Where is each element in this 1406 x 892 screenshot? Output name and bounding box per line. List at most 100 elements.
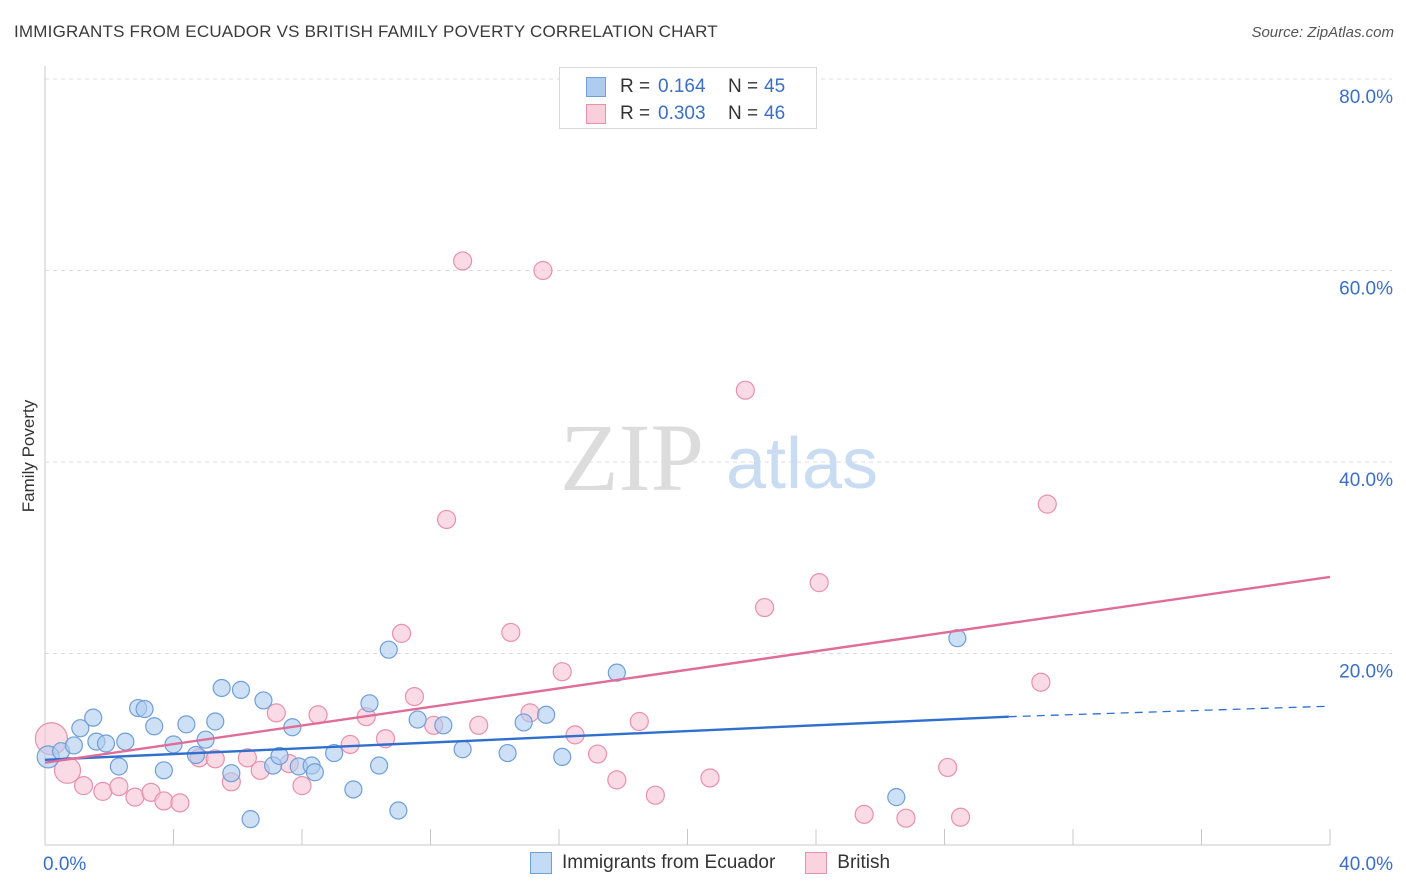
ecuador-point xyxy=(222,764,241,783)
legend-n-label: N = xyxy=(728,76,759,97)
ecuador-point xyxy=(408,710,427,729)
british-point xyxy=(469,715,489,735)
y-tick-label: 40.0% xyxy=(1339,470,1393,491)
ecuador-point xyxy=(206,712,225,731)
trend-lines xyxy=(44,575,1331,764)
watermark-zip: ZIP xyxy=(560,404,704,511)
british-trend-line xyxy=(44,575,1331,764)
british-point xyxy=(205,749,225,769)
british-point xyxy=(809,573,829,593)
ecuador-point xyxy=(231,680,251,699)
ecuador-point xyxy=(135,699,154,719)
ecuador-point xyxy=(177,715,196,734)
british-points xyxy=(34,251,1057,828)
british-point xyxy=(340,734,360,755)
british-point xyxy=(154,791,174,811)
ecuador-point xyxy=(887,788,906,807)
legend-r-label: R = xyxy=(620,103,651,124)
british-point xyxy=(629,711,649,732)
axes xyxy=(44,66,1331,846)
correlation-legend: R = 0.164 N = 45 R = 0.303 N = 46 xyxy=(559,67,817,129)
british-point xyxy=(938,757,958,778)
british-point xyxy=(533,260,553,281)
british-point xyxy=(607,770,627,790)
ecuador-point xyxy=(186,745,206,765)
ecuador-point xyxy=(305,763,324,782)
ecuador-point xyxy=(514,713,533,732)
legend-row-ecuador: R = 0.164 N = 45 xyxy=(586,75,785,99)
ecuador-point xyxy=(109,757,128,776)
ecuador-point xyxy=(116,732,135,751)
british-point xyxy=(735,380,755,400)
x-tick-label: 40.0% xyxy=(1339,854,1393,875)
ecuador-point xyxy=(434,716,453,735)
legend-swatch-pink xyxy=(805,852,828,874)
british-point xyxy=(700,768,720,788)
ecuador-point xyxy=(379,640,398,659)
legend-item-british[interactable]: British xyxy=(805,852,890,874)
ecuador-point xyxy=(254,691,273,710)
ecuador-point xyxy=(84,708,103,727)
british-point xyxy=(436,509,457,530)
legend-swatch-pink xyxy=(586,104,606,124)
legend-r-value: 0.164 xyxy=(658,76,706,97)
british-point xyxy=(170,793,190,813)
ecuador-point xyxy=(241,810,260,829)
legend-label-british: British xyxy=(837,852,891,873)
series-legend: Immigrants from Ecuador British xyxy=(530,852,920,874)
legend-n-value: 45 xyxy=(764,76,786,97)
british-point xyxy=(109,776,129,797)
y-tick-label: 20.0% xyxy=(1339,662,1393,683)
legend-n-value: 46 xyxy=(764,103,786,124)
chart-title: IMMIGRANTS FROM ECUADOR VS BRITISH FAMIL… xyxy=(14,22,718,41)
ecuador-point xyxy=(145,717,164,736)
ecuador-point xyxy=(389,801,408,820)
british-point xyxy=(950,807,971,827)
legend-r-value: 0.303 xyxy=(658,103,706,124)
british-point xyxy=(404,686,425,707)
british-point xyxy=(854,804,874,824)
legend-n-label: N = xyxy=(728,103,759,124)
ecuador-trend-line xyxy=(44,715,1009,761)
british-point xyxy=(453,251,473,271)
ecuador-point xyxy=(553,747,572,767)
source-label: Source: ZipAtlas.com xyxy=(1251,24,1394,41)
ecuador-point xyxy=(453,740,472,759)
ecuador-point xyxy=(154,761,173,780)
tick-labels: 20.0% 40.0% 60.0% 80.0% 0.0% 40.0% xyxy=(43,87,1393,875)
british-point xyxy=(754,597,775,618)
legend-row-british: R = 0.303 N = 46 xyxy=(586,102,785,126)
british-point xyxy=(552,662,572,682)
ecuador-point xyxy=(370,756,389,775)
british-point xyxy=(266,703,286,723)
british-point xyxy=(391,623,412,643)
watermark-atlas: atlas xyxy=(726,424,878,504)
ecuador-point xyxy=(344,780,363,799)
legend-item-ecuador[interactable]: Immigrants from Ecuador xyxy=(530,852,775,874)
ecuador-trend-extension xyxy=(1008,705,1331,718)
grid-lines xyxy=(45,78,1392,654)
legend-label-ecuador: Immigrants from Ecuador xyxy=(562,852,776,873)
x-tick-label: 0.0% xyxy=(43,854,86,875)
british-point xyxy=(501,622,521,643)
ecuador-point xyxy=(71,719,90,738)
ecuador-point xyxy=(325,743,344,763)
british-point xyxy=(73,776,94,796)
british-point xyxy=(1031,672,1051,692)
legend-swatch-blue xyxy=(586,77,606,97)
y-axis-label: Family Poverty xyxy=(19,399,38,512)
legend-r-label: R = xyxy=(620,76,651,97)
ecuador-point xyxy=(537,705,556,724)
y-tick-label: 80.0% xyxy=(1339,87,1393,108)
ecuador-point xyxy=(96,734,116,753)
ecuador-points xyxy=(36,629,967,829)
british-point xyxy=(896,808,916,828)
british-point xyxy=(587,744,608,764)
ecuador-point xyxy=(498,743,517,763)
ecuador-point xyxy=(64,736,84,755)
y-tick-label: 60.0% xyxy=(1339,279,1393,300)
british-point xyxy=(1037,494,1057,514)
ecuador-point xyxy=(270,746,289,766)
legend-swatch-blue xyxy=(530,852,552,874)
